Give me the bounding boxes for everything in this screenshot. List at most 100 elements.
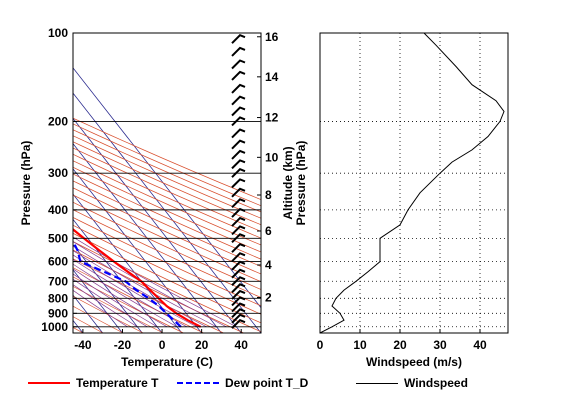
wind-barb: [231, 296, 246, 307]
windspeed-line: [320, 33, 505, 333]
moist-adiabat-line: [73, 263, 178, 328]
dewpoint-line: [73, 241, 182, 328]
x-tick-label: -40: [74, 338, 92, 352]
wind-barb: [231, 128, 246, 139]
wind-barb: [231, 70, 246, 81]
dry-adiabat-line: [73, 173, 261, 260]
windspeed-plot-area: [320, 33, 505, 333]
moist-adiabat-line: [73, 273, 158, 328]
wind-barb: [231, 95, 246, 106]
y-axis-label: Pressure (hPa): [19, 141, 33, 226]
dry-adiabat-line: [73, 141, 261, 226]
isotherm-line: [73, 319, 84, 333]
wind-barb: [231, 283, 246, 294]
wind-barb: [231, 252, 246, 262]
dry-adiabat-line: [73, 217, 261, 307]
dry-adiabat-line: [73, 153, 261, 239]
y-tick-label: 900: [48, 306, 68, 320]
dry-adiabat-line: [73, 209, 261, 298]
wind-barb: [231, 302, 246, 313]
wind-barb: [231, 225, 246, 236]
y-tick-label: 400: [48, 203, 68, 217]
moist-adiabat-line: [73, 245, 217, 328]
dry-adiabat-line: [73, 166, 261, 253]
legend-windspeed-swatch: [356, 382, 398, 384]
dry-adiabat-line: [73, 129, 261, 213]
windspeed-y-axis-label: Pressure (hPa): [294, 141, 308, 226]
wind-barb: [231, 46, 246, 57]
y-tick-label: 800: [48, 291, 68, 305]
x-axis-label: Windspeed (m/s): [366, 355, 462, 369]
isotherm-line: [73, 117, 242, 333]
dry-adiabat-line: [73, 241, 261, 333]
skewt-frame: [72, 32, 262, 334]
wind-barb: [231, 198, 246, 209]
x-tick-label: 0: [159, 338, 166, 352]
dry-adiabat-line: [73, 117, 261, 200]
x-tick-label: 40: [473, 338, 487, 352]
y-tick-label: 100: [48, 26, 68, 40]
x-tick-label: -20: [114, 338, 132, 352]
wind-barb: [231, 319, 246, 329]
isotherm-line: [73, 92, 261, 333]
y2-tick-label: 8: [265, 188, 272, 202]
x-tick-label: 20: [195, 338, 209, 352]
wind-barb: [231, 159, 246, 170]
y2-tick-label: 6: [265, 224, 272, 238]
wind-barb: [231, 260, 246, 271]
wind-barb: [231, 116, 246, 127]
dry-adiabat-line: [73, 249, 244, 333]
y2-tick-label: 14: [265, 70, 279, 84]
moist-adiabat-line: [73, 254, 197, 328]
x-tick-label: 0: [317, 338, 324, 352]
wind-barb: [231, 106, 246, 117]
x-tick-label: 30: [433, 338, 447, 352]
dry-adiabat-line: [73, 224, 261, 315]
dry-adiabat-line: [73, 201, 261, 290]
figure-svg: 1002003004005006007008009001000246810121…: [19, 26, 509, 369]
moist-adiabat-line: [73, 268, 168, 328]
wind-barb: [231, 149, 246, 160]
wind-barb: [231, 276, 246, 286]
wind-barb: [231, 268, 246, 279]
y2-tick-label: 12: [265, 111, 279, 125]
x-tick-label: 10: [353, 338, 367, 352]
wind-barb: [231, 207, 246, 218]
legend-dewpoint-swatch: [177, 382, 219, 384]
wind-barb: [231, 289, 246, 300]
wind-barb: [231, 187, 246, 198]
y2-axis-label: Altitude (km): [281, 146, 295, 219]
legend-temperature: Temperature T: [28, 372, 158, 394]
wind-barb: [231, 167, 246, 178]
isotherm-line: [73, 269, 123, 333]
dry-adiabat-line: [73, 180, 261, 267]
legend-dewpoint: Dew point T_D: [177, 372, 308, 394]
legend-temperature-label: Temperature T: [76, 376, 159, 390]
wind-barb: [231, 216, 246, 227]
wind-barb: [231, 178, 246, 189]
windspeed-frame: [319, 32, 509, 334]
y-tick-label: 500: [48, 231, 68, 245]
wind-barb: [231, 139, 246, 150]
wind-barb: [231, 59, 246, 70]
y-tick-label: 600: [48, 255, 68, 269]
moist-adiabat-line: [73, 259, 188, 328]
x-tick-label: 40: [235, 338, 249, 352]
x-tick-label: 20: [393, 338, 407, 352]
dry-adiabat-line: [73, 232, 261, 324]
isotherm-line: [73, 168, 202, 333]
moist-adiabat-line: [73, 236, 237, 328]
legend-windspeed-label: Windspeed: [404, 376, 468, 390]
y2-tick-label: 16: [265, 30, 279, 44]
y-tick-label: 200: [48, 114, 68, 128]
skewt-panel: 1002003004005006007008009001000246810121…: [19, 26, 279, 369]
y2-tick-label: 2: [265, 291, 272, 305]
dry-adiabat-line: [73, 160, 261, 246]
skewt-plot-area: [73, 67, 261, 333]
isotherm-line: [73, 142, 222, 333]
legend-windspeed: Windspeed: [356, 372, 468, 394]
dry-adiabat-line: [73, 147, 261, 232]
dry-adiabat-line: [73, 258, 224, 333]
wind-barb: [231, 242, 246, 253]
